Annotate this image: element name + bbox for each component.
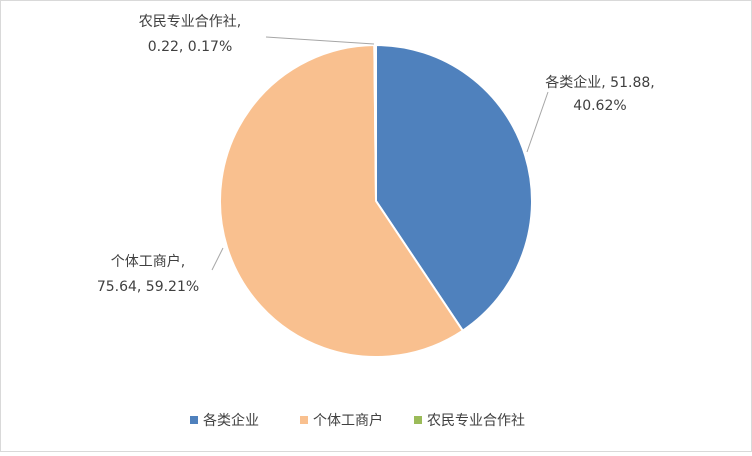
leader-line xyxy=(211,247,224,271)
legend-label: 各类企业 xyxy=(203,412,259,429)
data-label: 个体工商户, xyxy=(111,253,185,270)
data-label: 40.62% xyxy=(573,98,626,114)
leader-line xyxy=(265,36,375,45)
pie-slice xyxy=(373,43,377,202)
data-label: 75.64, 59.21% xyxy=(97,279,199,295)
legend-label: 农民专业合作社 xyxy=(427,413,525,429)
data-label: 农民专业合作社, xyxy=(139,14,241,30)
legend-label: 个体工商户 xyxy=(313,412,383,429)
pie-slice xyxy=(219,43,465,358)
legend-swatch xyxy=(190,416,198,424)
data-label: 0.22, 0.17% xyxy=(148,39,233,55)
legend-swatch xyxy=(414,416,422,424)
data-label: 各类企业, 51.88, xyxy=(545,74,654,91)
leader-line xyxy=(526,91,549,153)
legend-swatch xyxy=(300,416,308,424)
